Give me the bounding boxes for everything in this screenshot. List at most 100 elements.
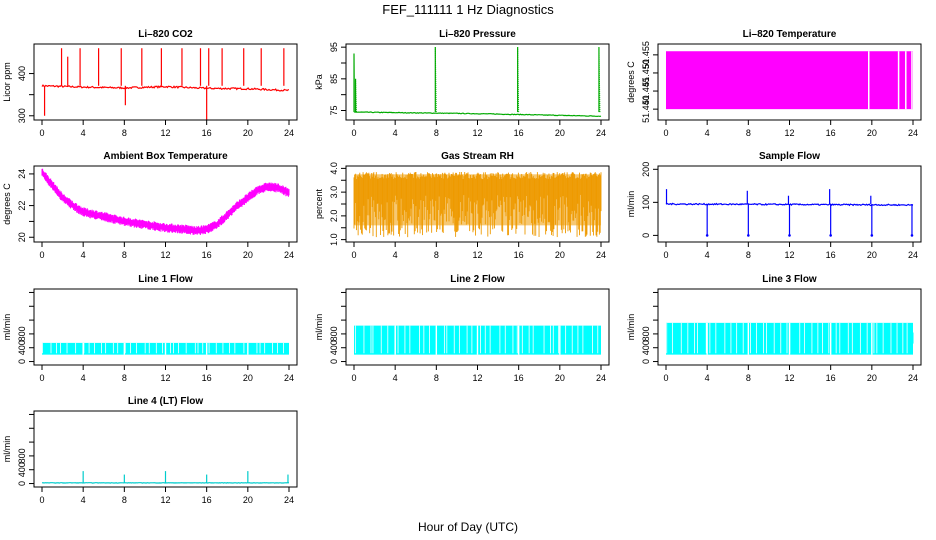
y-tick-label: 51.455 <box>641 41 651 69</box>
y-tick-label: 800 <box>17 448 27 463</box>
y-tick-label: 300 <box>17 108 27 123</box>
y-tick-label: 400 <box>17 340 27 355</box>
x-tick-label: 8 <box>434 128 439 138</box>
panel-ylabel: ml/min <box>314 314 324 341</box>
x-tick-label: 20 <box>555 373 565 383</box>
series-group <box>666 322 914 355</box>
x-tick-label: 16 <box>514 373 524 383</box>
x-tick-label: 4 <box>705 128 710 138</box>
figure-title: FEF_111111 1 Hz Diagnostics <box>382 2 554 17</box>
x-tick-label: 12 <box>784 128 794 138</box>
x-tick-label: 12 <box>472 250 482 260</box>
y-tick-label: 0 <box>17 481 27 486</box>
x-tick-label: 8 <box>122 495 127 505</box>
panel-title: Line 2 Flow <box>450 274 505 285</box>
x-tick-label: 12 <box>784 373 794 383</box>
series-group <box>41 168 290 235</box>
x-tick-label: 16 <box>202 373 212 383</box>
x-tick-label: 0 <box>39 250 44 260</box>
plot-frame <box>345 43 610 121</box>
x-tick-label: 4 <box>705 250 710 260</box>
panel-title: Li–820 Temperature <box>743 29 837 40</box>
series-group <box>665 189 914 237</box>
y-tick-label: 85 <box>329 74 339 84</box>
x-tick-label: 0 <box>351 373 356 383</box>
y-tick-label: 75 <box>329 105 339 115</box>
x-tick-label: 4 <box>705 373 710 383</box>
spike-mark <box>517 47 520 113</box>
x-tick-label: 8 <box>434 373 439 383</box>
panel-ylabel: percent <box>314 188 324 219</box>
y-tick-label: 100 <box>641 195 651 210</box>
panel-ylabel: ml/min <box>626 314 636 341</box>
panel-title: Li–820 CO2 <box>138 29 193 40</box>
y-tick-label: 3.0 <box>329 186 339 199</box>
panel-ylabel: ml/min <box>2 436 12 463</box>
panel-ylabel: ml/min <box>626 191 636 218</box>
y-tick-label: 800 <box>329 326 339 341</box>
dip-point <box>870 234 874 237</box>
x-tick-label: 4 <box>81 373 86 383</box>
y-tick-label: 51.440 <box>641 95 651 123</box>
x-tick-label: 8 <box>746 373 751 383</box>
x-tick-label: 0 <box>663 373 668 383</box>
dip-point <box>910 234 914 237</box>
x-tick-label: 4 <box>393 373 398 383</box>
x-tick-label: 4 <box>81 250 86 260</box>
y-tick-label: 1.0 <box>329 233 339 246</box>
x-tick-label: 16 <box>826 373 836 383</box>
x-tick-label: 12 <box>160 373 170 383</box>
x-tick-label: 0 <box>351 128 356 138</box>
x-tick-label: 12 <box>160 495 170 505</box>
x-tick-label: 24 <box>596 373 606 383</box>
x-tick-label: 16 <box>826 128 836 138</box>
series-line <box>41 84 290 92</box>
y-tick-label: 24 <box>17 169 27 179</box>
y-tick-label: 0 <box>641 359 651 364</box>
figure-xlabel: Hour of Day (UTC) <box>418 520 518 534</box>
panel-1: Li–820 CO2 Licor ppm 0 4 8 12 16 20 24 300 400 <box>2 29 298 138</box>
x-tick-label: 0 <box>663 128 668 138</box>
dip-point <box>829 234 832 237</box>
panel-title: Line 3 Flow <box>762 274 817 285</box>
x-tick-label: 20 <box>243 495 253 505</box>
series-group <box>353 47 602 118</box>
x-tick-label: 4 <box>81 495 86 505</box>
y-tick-label: 0 <box>329 359 339 364</box>
series-group <box>666 51 913 110</box>
panel-ylabel: degrees C <box>626 61 636 103</box>
x-tick-label: 12 <box>784 250 794 260</box>
x-tick-label: 8 <box>122 128 127 138</box>
x-tick-label: 4 <box>81 128 86 138</box>
x-tick-label: 0 <box>351 250 356 260</box>
y-tick-label: 4.0 <box>329 162 339 175</box>
x-tick-label: 12 <box>472 373 482 383</box>
spike-mark <box>434 47 437 113</box>
x-tick-label: 16 <box>202 250 212 260</box>
series-group <box>354 325 601 355</box>
y-tick-label: 51.450 <box>641 59 651 87</box>
series-group <box>41 471 289 484</box>
x-tick-label: 0 <box>39 128 44 138</box>
panel-3: Li–820 Temperature degrees C 0 4 8 12 16 20 24 51… <box>626 29 922 138</box>
spike-mark <box>353 53 356 113</box>
x-tick-label: 12 <box>160 250 170 260</box>
x-tick-label: 24 <box>284 495 294 505</box>
y-tick-label: 20 <box>17 232 27 242</box>
spike-mark <box>355 78 358 113</box>
x-tick-label: 24 <box>908 373 918 383</box>
x-tick-label: 20 <box>555 128 565 138</box>
x-tick-label: 20 <box>867 250 877 260</box>
y-tick-label: 95 <box>329 42 339 52</box>
spike-mark <box>598 47 601 113</box>
x-tick-label: 4 <box>393 128 398 138</box>
y-tick-label: 200 <box>641 162 651 177</box>
dip-point <box>705 234 709 237</box>
panel-title: Sample Flow <box>759 151 820 162</box>
y-tick-label: 400 <box>17 462 27 477</box>
panel-title: Line 1 Flow <box>138 274 193 285</box>
